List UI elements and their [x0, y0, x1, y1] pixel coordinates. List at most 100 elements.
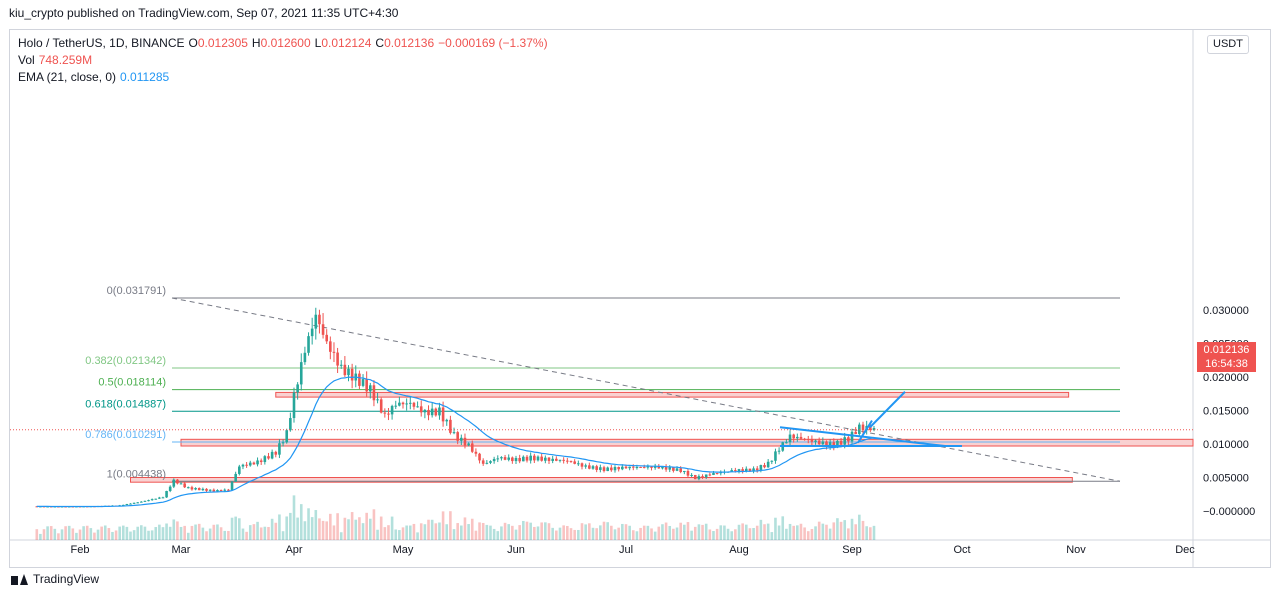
- volume-bar: [46, 526, 49, 540]
- volume-bar: [635, 531, 639, 540]
- ema-21-line: [36, 376, 875, 508]
- volume-bar: [518, 525, 521, 540]
- candle-body: [140, 501, 143, 503]
- volume-bar: [259, 527, 263, 540]
- volume-bar: [712, 531, 715, 540]
- volume-bar: [489, 525, 492, 540]
- volume-bar: [183, 525, 186, 540]
- volume-bar: [719, 525, 723, 540]
- volume-bar: [872, 525, 876, 540]
- candle-body: [872, 428, 876, 431]
- tradingview-logo[interactable]: TradingView: [11, 572, 99, 586]
- candle-body: [456, 432, 459, 441]
- candle-body: [803, 438, 806, 440]
- volume-bar: [93, 532, 96, 540]
- candle-body: [197, 488, 201, 491]
- volume-bar: [78, 529, 82, 540]
- volume-bar: [292, 495, 296, 540]
- volume-bar: [642, 525, 646, 540]
- volume-bar: [441, 511, 445, 540]
- volume-bar: [847, 528, 850, 540]
- volume-bar: [358, 517, 361, 540]
- candle-body: [639, 466, 642, 468]
- candle-body: [715, 473, 719, 475]
- candle-body: [325, 334, 328, 342]
- volume-bar: [547, 523, 551, 540]
- volume-bar: [690, 530, 693, 540]
- candle-body: [595, 466, 598, 470]
- candle-body: [610, 467, 613, 471]
- volume-bar: [129, 531, 132, 540]
- candle-body: [602, 467, 606, 472]
- currency-button[interactable]: USDT: [1207, 35, 1249, 54]
- volume-bar: [467, 524, 470, 540]
- volume-bar: [741, 523, 744, 540]
- volume-bar: [430, 519, 434, 540]
- volume-bar: [100, 526, 103, 540]
- candle-body: [869, 425, 872, 431]
- volume-bar: [533, 526, 536, 540]
- candle-body: [642, 467, 646, 469]
- candle-body: [536, 456, 540, 461]
- volume-bar: [697, 524, 701, 540]
- candle-body: [591, 466, 595, 469]
- candle-body: [336, 352, 339, 366]
- legend-ema-value: 0.011285: [120, 70, 170, 84]
- volume-bar: [511, 525, 514, 540]
- volume-bar: [500, 526, 503, 540]
- volume-bar: [343, 517, 347, 540]
- candle-body: [136, 502, 140, 504]
- volume-bar: [369, 518, 372, 540]
- volume-bar: [438, 522, 441, 540]
- fib-level-label: 0.786(0.010291): [85, 429, 166, 441]
- candle-body: [712, 473, 715, 475]
- volume-bar: [71, 528, 75, 540]
- volume-bar: [796, 525, 799, 540]
- candle-body: [774, 451, 777, 461]
- volume-bar: [664, 522, 668, 540]
- volume-bar: [631, 530, 635, 540]
- candle-body: [562, 459, 565, 461]
- y-tick-label: 0.030000: [1203, 305, 1249, 317]
- volume-bar: [781, 516, 785, 540]
- candle-body: [303, 352, 307, 363]
- last-price-tag: 0.012136 16:54:38: [1197, 342, 1256, 372]
- legend-volume: 748.259M: [38, 53, 93, 67]
- volume-bar: [507, 524, 511, 540]
- volume-bar: [591, 527, 595, 540]
- volume-bar: [602, 521, 606, 540]
- chart-frame[interactable]: [9, 29, 1271, 568]
- candle-body: [752, 468, 755, 472]
- volume-bar: [792, 525, 795, 540]
- candle-body: [788, 434, 792, 443]
- volume-bar: [223, 530, 227, 540]
- volume-bar: [125, 526, 129, 540]
- candle-body: [481, 460, 485, 464]
- volume-bar: [401, 527, 405, 540]
- volume-bar: [821, 523, 825, 540]
- candle-body: [205, 488, 208, 491]
- support-resistance-zone: [130, 477, 1073, 483]
- candle-body: [419, 406, 423, 413]
- volume-bar: [219, 527, 223, 540]
- candle-body: [343, 364, 347, 376]
- candle-body: [383, 412, 387, 414]
- volume-bar: [449, 511, 452, 540]
- candle-body: [445, 419, 449, 422]
- candle-body: [755, 468, 759, 471]
- x-tick-label: Feb: [71, 544, 90, 556]
- volume-bar: [321, 520, 325, 540]
- candle-body: [683, 470, 686, 473]
- volume-bar: [64, 526, 67, 540]
- volume-bar: [339, 532, 343, 540]
- volume-bar: [763, 524, 766, 540]
- candle-body: [132, 502, 136, 504]
- candle-body: [577, 463, 580, 465]
- candle-body: [154, 498, 158, 500]
- candle-body: [248, 462, 252, 466]
- candle-body: [190, 487, 194, 490]
- volume-bar: [850, 518, 854, 540]
- legend-high: 0.012600: [260, 36, 311, 50]
- volume-bar: [657, 526, 661, 540]
